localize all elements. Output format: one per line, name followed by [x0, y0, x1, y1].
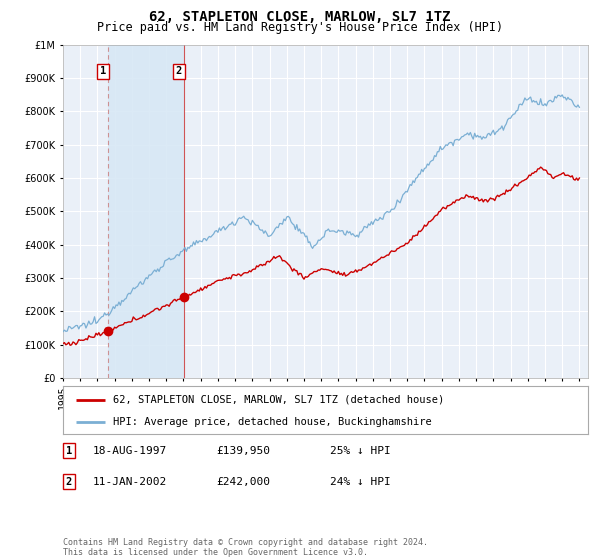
Text: 11-JAN-2002: 11-JAN-2002	[93, 477, 167, 487]
Text: 1: 1	[100, 67, 106, 77]
Text: £139,950: £139,950	[216, 446, 270, 456]
Text: 62, STAPLETON CLOSE, MARLOW, SL7 1TZ (detached house): 62, STAPLETON CLOSE, MARLOW, SL7 1TZ (de…	[113, 395, 444, 405]
Text: 2: 2	[66, 477, 72, 487]
Text: £242,000: £242,000	[216, 477, 270, 487]
Text: Price paid vs. HM Land Registry's House Price Index (HPI): Price paid vs. HM Land Registry's House …	[97, 21, 503, 34]
Text: HPI: Average price, detached house, Buckinghamshire: HPI: Average price, detached house, Buck…	[113, 417, 431, 427]
Text: Contains HM Land Registry data © Crown copyright and database right 2024.
This d: Contains HM Land Registry data © Crown c…	[63, 538, 428, 557]
Bar	[108, 45, 184, 378]
Text: 2: 2	[176, 67, 182, 77]
Text: 1: 1	[66, 446, 72, 456]
Text: 62, STAPLETON CLOSE, MARLOW, SL7 1TZ: 62, STAPLETON CLOSE, MARLOW, SL7 1TZ	[149, 10, 451, 24]
Text: 25% ↓ HPI: 25% ↓ HPI	[330, 446, 391, 456]
Text: 18-AUG-1997: 18-AUG-1997	[93, 446, 167, 456]
Text: 24% ↓ HPI: 24% ↓ HPI	[330, 477, 391, 487]
